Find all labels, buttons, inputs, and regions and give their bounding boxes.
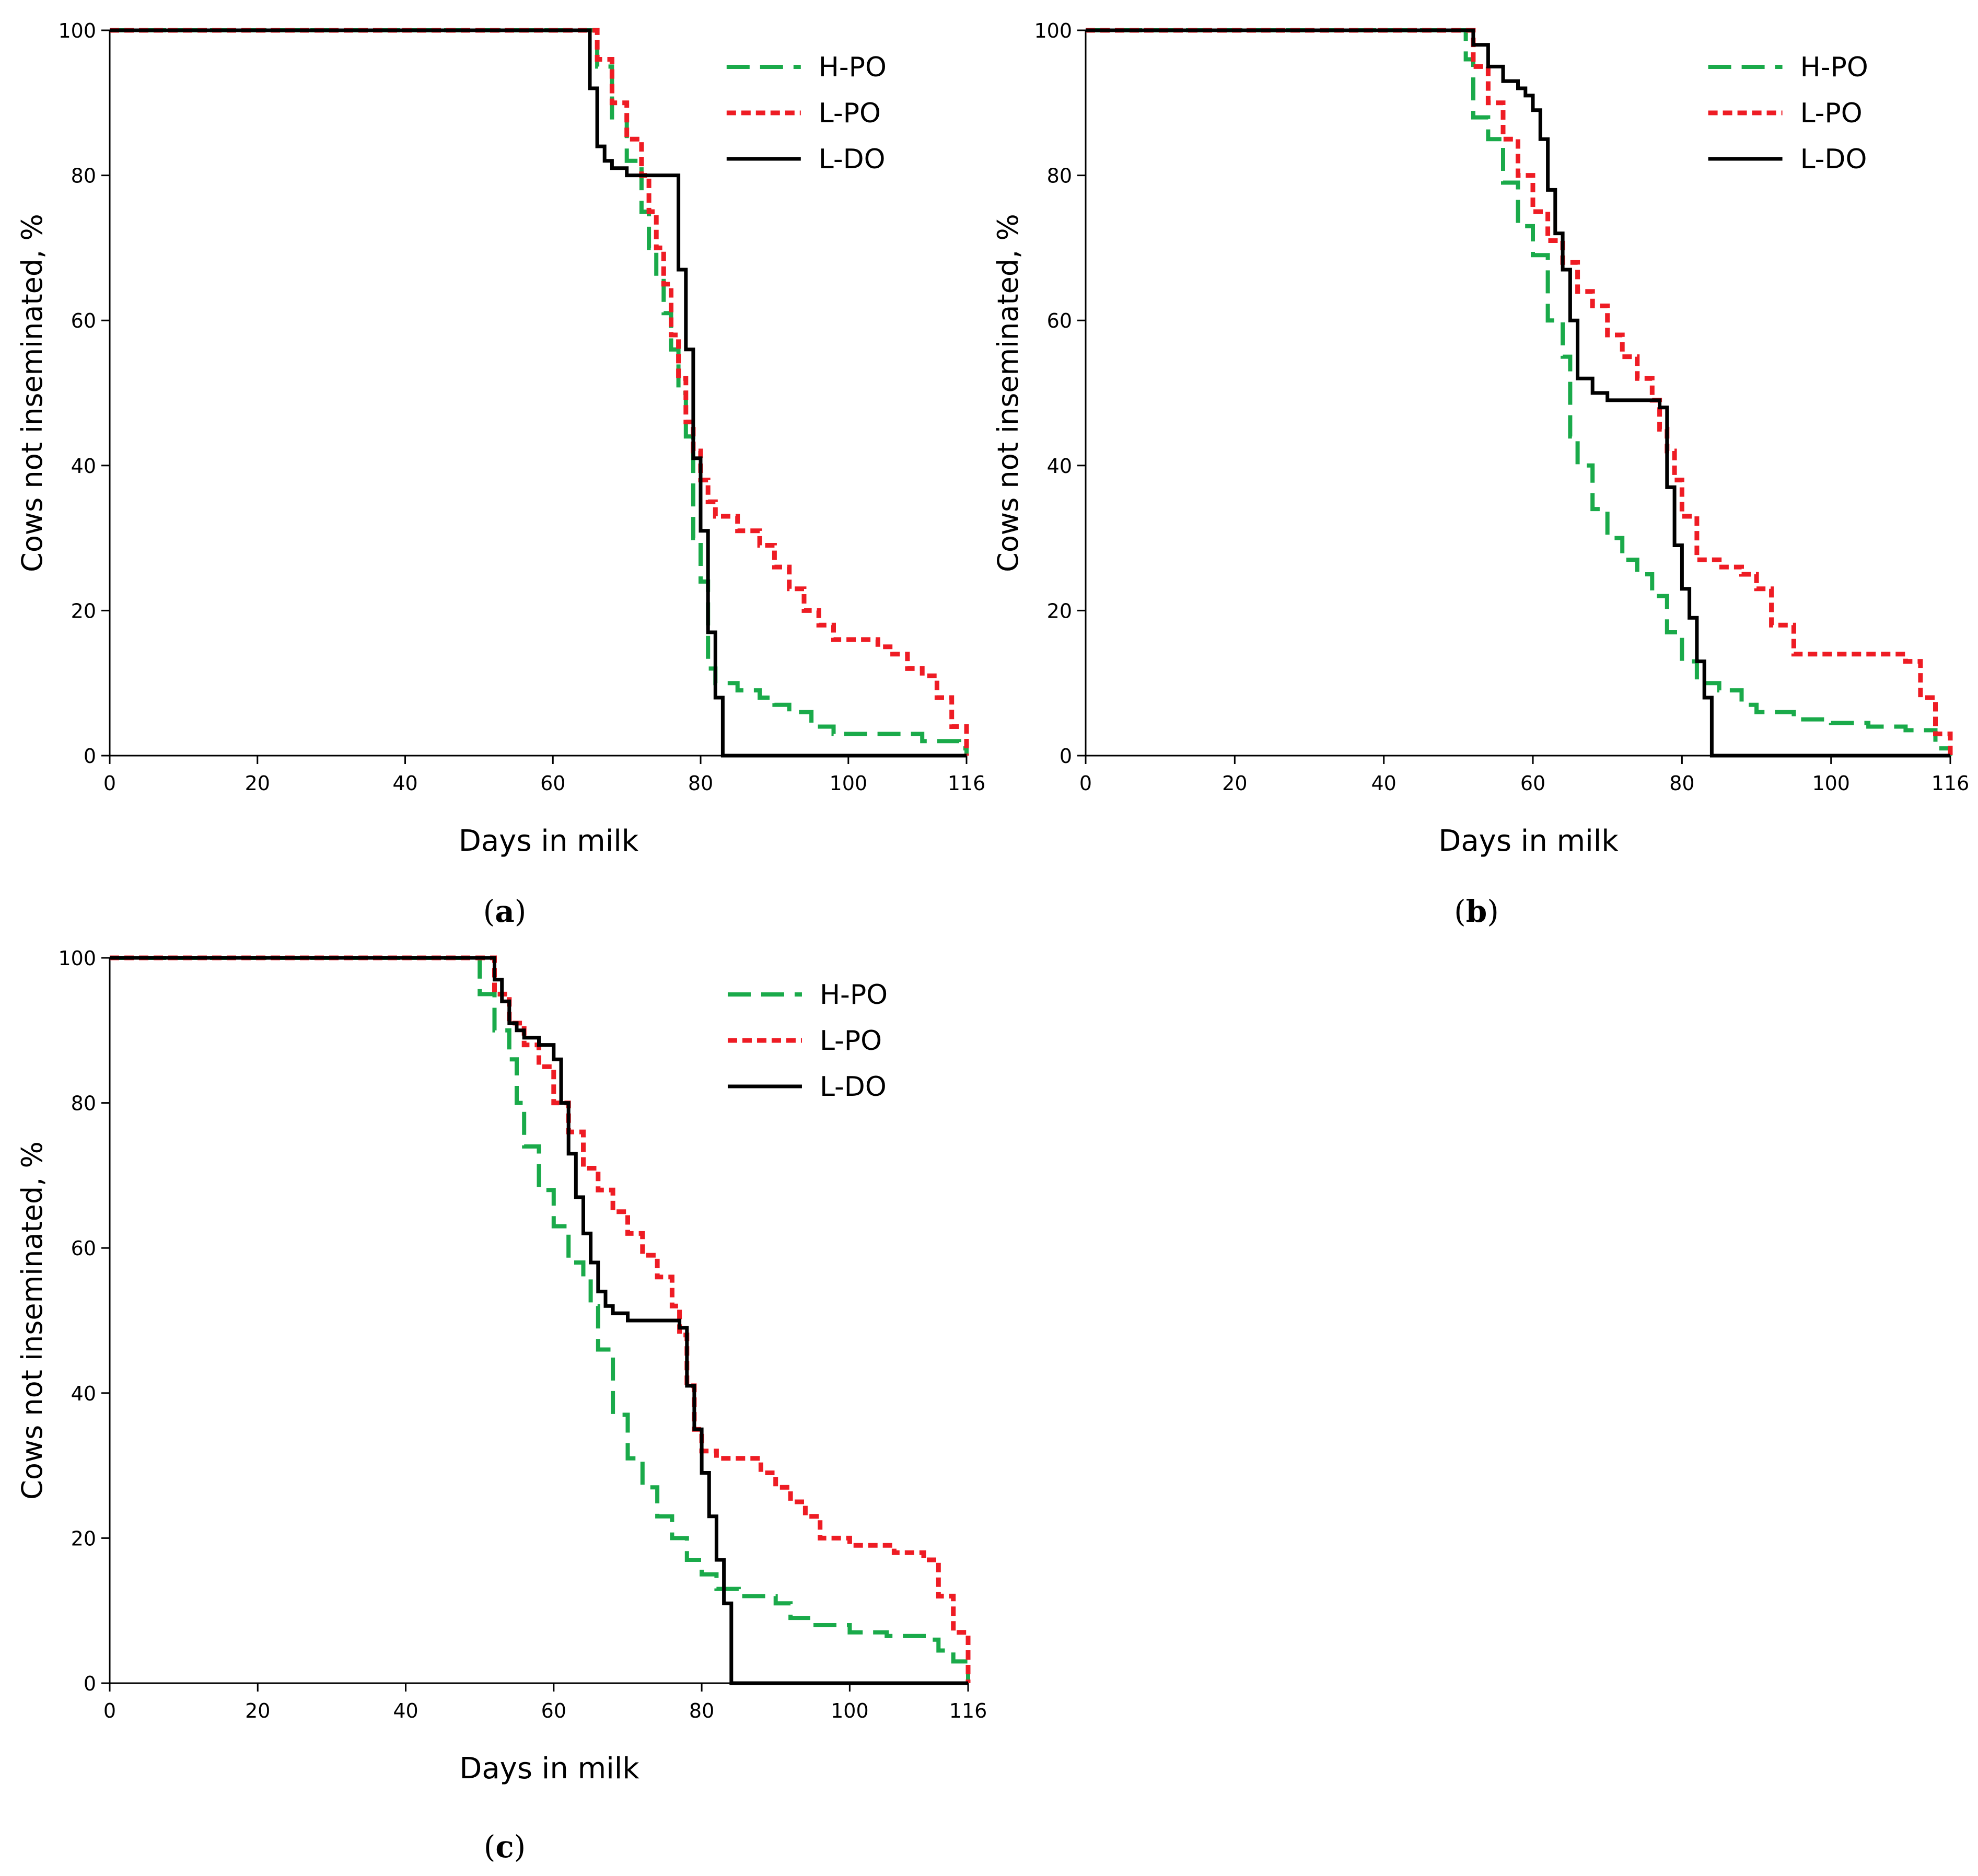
series-line-l-po [110,955,971,1683]
legend-label-l-do: L-DO [820,1071,887,1103]
caption-close: ) [514,894,527,929]
legend-label-l-po: L-PO [819,98,881,129]
series-line-l-do [110,28,967,758]
series-line-h-po [1086,28,1952,756]
x-tick-label: 80 [688,772,713,795]
x-tick-label: 100 [830,772,868,795]
x-tick-label: 116 [948,772,986,795]
chart-panel-a: 0 20 40 60 80 100 0 20 40 60 80 100 116 Days in milk C… [16,19,986,858]
y-tick-label: 20 [71,599,96,622]
caption-letter: b [1465,894,1487,929]
series-line-l-po [1086,28,1953,756]
x-tick-label: 80 [689,1699,714,1722]
x-tick-label: 100 [831,1699,869,1722]
chart-panel-c: 0 20 40 60 80 100 0 20 40 60 80 100 116 Days in milk C… [16,947,987,1786]
y-tick-label: 100 [58,947,96,970]
caption-open: ( [483,894,495,929]
y-tick-label: 0 [1060,745,1072,768]
x-axis-label: Days in milk [459,1752,639,1786]
x-tick-label: 60 [541,1699,566,1722]
panel-b: 0 20 40 60 80 100 0 20 40 60 80 100 116 Days in milk C… [989,0,1978,938]
legend-label-l-po: L-PO [820,1025,882,1057]
y-tick-label: 60 [71,309,96,332]
series-line-l-po [110,28,969,756]
y-tick-label: 20 [71,1527,96,1550]
y-tick-label: 20 [1047,599,1072,622]
series-line-h-po [110,956,970,1683]
x-tick-label: 0 [1079,772,1092,795]
y-tick-label: 40 [71,455,96,478]
x-tick-label: 60 [540,772,565,795]
caption-open: ( [1454,894,1466,929]
chart-panel-b: 0 20 40 60 80 100 0 20 40 60 80 100 116 Days in milk C… [992,19,1970,858]
y-tick-label: 80 [1047,165,1072,188]
caption-open: ( [483,1829,496,1865]
x-axis-label: Days in milk [459,824,639,858]
legend-label-h-po: H-PO [1800,52,1868,83]
y-tick-label: 60 [71,1237,96,1260]
y-tick-label: 80 [71,1092,96,1115]
panel-caption-a: (a) [452,894,557,929]
series-line-h-po [110,28,969,756]
legend-label-h-po: H-PO [819,52,887,83]
y-axis-label: Cows not inseminated, % [16,1141,49,1500]
series-line-l-do [110,956,968,1685]
panel-c: 0 20 40 60 80 100 0 20 40 60 80 100 116 Days in milk C… [0,928,989,1876]
x-tick-label: 40 [1371,772,1397,795]
y-tick-label: 80 [71,165,96,188]
y-tick-label: 40 [71,1382,96,1405]
caption-close: ) [1487,894,1499,929]
x-axis-label: Days in milk [1438,824,1619,858]
caption-close: ) [514,1829,526,1865]
x-tick-label: 100 [1812,772,1850,795]
y-tick-label: 100 [58,19,96,42]
x-tick-label: 116 [1932,772,1970,795]
caption-letter: c [495,1829,514,1865]
y-tick-label: 0 [84,745,96,768]
x-tick-label: 40 [393,1699,418,1722]
x-tick-label: 40 [392,772,417,795]
x-tick-label: 80 [1669,772,1694,795]
panel-a: 0 20 40 60 80 100 0 20 40 60 80 100 116 Days in milk C… [0,0,989,938]
x-tick-label: 0 [103,772,116,795]
y-axis-label: Cows not inseminated, % [16,214,49,572]
x-tick-label: 20 [1222,772,1247,795]
legend-label-l-do: L-DO [819,144,886,175]
panel-caption-c: (c) [452,1829,557,1865]
x-tick-label: 20 [245,1699,270,1722]
y-tick-label: 60 [1047,309,1072,332]
legend-label-l-po: L-PO [1800,98,1863,129]
legend-label-l-do: L-DO [1800,144,1867,175]
caption-letter: a [495,894,515,929]
y-tick-label: 40 [1047,455,1072,478]
y-tick-label: 0 [84,1672,96,1695]
legend-label-h-po: H-PO [820,979,888,1011]
y-axis-label: Cows not inseminated, % [992,214,1025,572]
x-tick-label: 116 [949,1699,987,1722]
panel-caption-b: (b) [1424,894,1529,929]
x-tick-label: 20 [245,772,270,795]
y-tick-label: 100 [1034,19,1072,42]
x-tick-label: 60 [1520,772,1545,795]
x-tick-label: 0 [103,1699,116,1722]
series-line-l-do [1086,28,1950,758]
